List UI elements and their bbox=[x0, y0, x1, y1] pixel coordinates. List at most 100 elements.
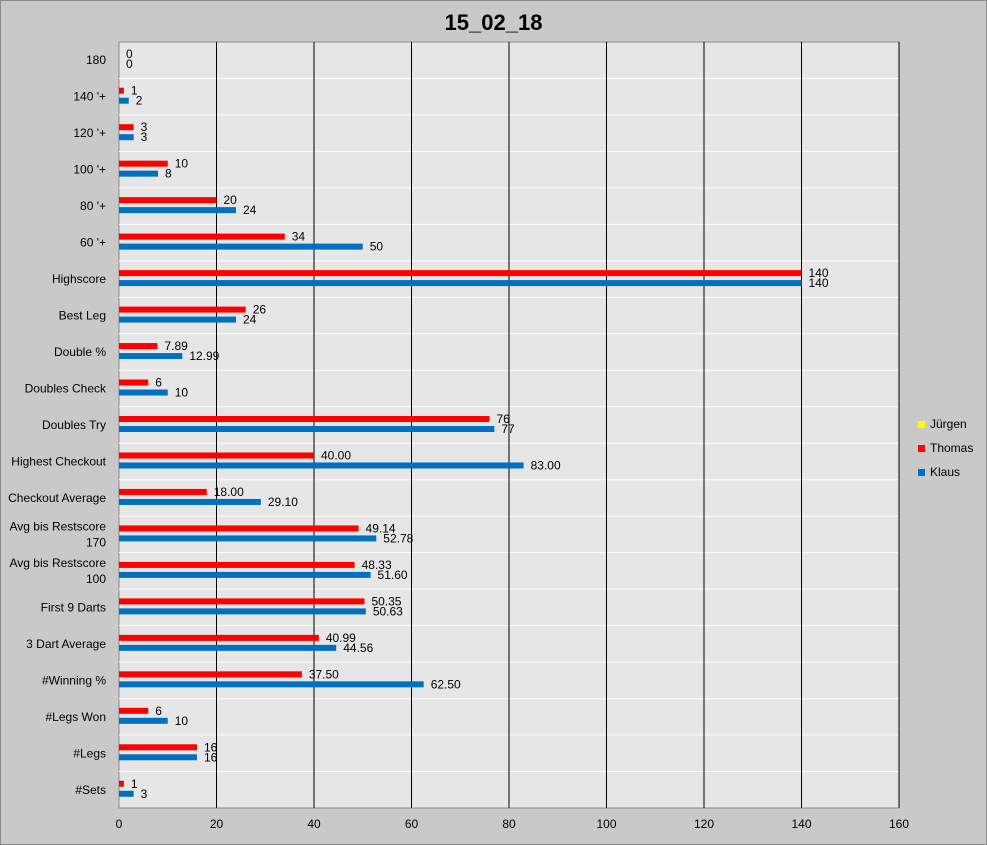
x-tick-label: 20 bbox=[210, 817, 224, 831]
data-label-thomas: 18.00 bbox=[214, 485, 244, 499]
data-label-klaus: 16 bbox=[204, 750, 218, 764]
bar-klaus bbox=[119, 498, 261, 505]
chart-title: 15_02_18 bbox=[444, 10, 543, 35]
category-label: Doubles Try bbox=[42, 418, 106, 432]
bar-thomas bbox=[119, 87, 124, 94]
data-label-thomas: 140 bbox=[809, 266, 829, 280]
category-label: 80 '+ bbox=[80, 199, 106, 213]
x-tick-label: 0 bbox=[116, 817, 123, 831]
category-label: 100 bbox=[86, 572, 106, 586]
bar-thomas bbox=[119, 598, 365, 605]
data-label-thomas: 7.89 bbox=[164, 339, 188, 353]
bar-klaus bbox=[119, 134, 134, 141]
data-label-klaus: 10 bbox=[175, 386, 189, 400]
legend-label-klaus: Klaus bbox=[930, 465, 961, 479]
data-label-klaus: 12.99 bbox=[189, 349, 219, 363]
data-label-klaus: 77 bbox=[501, 422, 515, 436]
category-label: 170 bbox=[86, 535, 106, 549]
data-label-klaus: 50.63 bbox=[373, 604, 403, 618]
data-label-klaus: 29.10 bbox=[268, 495, 298, 509]
x-tick-label: 60 bbox=[405, 817, 419, 831]
data-label-thomas: 16 bbox=[204, 740, 218, 754]
bar-klaus bbox=[119, 717, 168, 724]
category-label: Double % bbox=[54, 345, 106, 359]
category-label: Highest Checkout bbox=[11, 454, 106, 468]
bar-thomas bbox=[119, 379, 149, 386]
bar-thomas bbox=[119, 270, 802, 277]
category-label: 100 '+ bbox=[73, 163, 106, 177]
bar-klaus bbox=[119, 389, 168, 396]
category-label: Avg bis Restscore bbox=[10, 556, 107, 570]
bar-thomas bbox=[119, 707, 149, 714]
legend-item-thomas: Thomas bbox=[918, 436, 973, 460]
bar-thomas bbox=[119, 525, 359, 532]
data-label-thomas: 76 bbox=[497, 412, 511, 426]
category-label: Highscore bbox=[52, 272, 106, 286]
data-label-thomas: 6 bbox=[155, 376, 162, 390]
category-label: Checkout Average bbox=[8, 491, 106, 505]
data-label-klaus: 3 bbox=[141, 130, 148, 144]
x-tick-label: 140 bbox=[791, 817, 811, 831]
data-label-klaus: 50 bbox=[370, 240, 384, 254]
data-label-thomas: 34 bbox=[292, 230, 306, 244]
category-label: 180 bbox=[86, 53, 106, 67]
bar-klaus bbox=[119, 316, 236, 323]
data-label-thomas: 1 bbox=[131, 84, 138, 98]
bar-klaus bbox=[119, 207, 236, 214]
data-label-thomas: 26 bbox=[253, 303, 267, 317]
category-label: #Winning % bbox=[42, 673, 106, 687]
bar-thomas bbox=[119, 233, 285, 240]
legend-item-klaus: Klaus bbox=[918, 460, 973, 484]
data-label-klaus: 44.56 bbox=[343, 641, 373, 655]
data-label-klaus: 2 bbox=[136, 94, 143, 108]
bar-thomas bbox=[119, 306, 246, 313]
bar-klaus bbox=[119, 280, 802, 287]
data-label-klaus: 140 bbox=[809, 276, 829, 290]
bar-thomas bbox=[119, 744, 197, 751]
data-label-klaus: 0 bbox=[126, 57, 133, 71]
data-label-klaus: 51.60 bbox=[378, 568, 408, 582]
data-label-thomas: 20 bbox=[224, 193, 238, 207]
bar-klaus bbox=[119, 644, 337, 651]
data-label-thomas: 50.35 bbox=[371, 594, 401, 608]
x-tick-label: 160 bbox=[889, 817, 909, 831]
legend-label-thomas: Thomas bbox=[930, 441, 974, 455]
legend-swatch-klaus bbox=[918, 468, 925, 476]
bar-klaus bbox=[119, 754, 197, 761]
bar-klaus bbox=[119, 535, 377, 542]
bar-klaus bbox=[119, 353, 183, 360]
category-label: 140 '+ bbox=[73, 90, 106, 104]
bar-thomas bbox=[119, 452, 314, 459]
bar-klaus bbox=[119, 608, 366, 615]
data-label-klaus: 8 bbox=[165, 167, 172, 181]
data-label-thomas: 0 bbox=[126, 47, 133, 61]
category-label: #Sets bbox=[75, 783, 106, 797]
data-label-thomas: 10 bbox=[175, 157, 189, 171]
legend-item-juergen: Jürgen bbox=[918, 412, 973, 436]
category-label: First 9 Darts bbox=[41, 600, 106, 614]
x-tick-label: 40 bbox=[307, 817, 321, 831]
legend-swatch-thomas bbox=[918, 444, 925, 452]
bar-thomas bbox=[119, 634, 319, 641]
data-label-thomas: 6 bbox=[155, 704, 162, 718]
data-label-thomas: 3 bbox=[141, 120, 148, 134]
bar-klaus bbox=[119, 571, 371, 578]
data-label-klaus: 83.00 bbox=[531, 458, 561, 472]
bar-klaus bbox=[119, 170, 158, 177]
category-label: 60 '+ bbox=[80, 236, 106, 250]
bar-klaus bbox=[119, 426, 495, 432]
x-tick-label: 120 bbox=[694, 817, 714, 831]
data-label-thomas: 48.33 bbox=[362, 558, 392, 572]
legend-label-juergen: Jürgen bbox=[930, 417, 967, 431]
legend-swatch-juergen bbox=[918, 420, 925, 428]
bar-thomas bbox=[119, 780, 124, 787]
bar-thomas bbox=[119, 488, 207, 495]
data-label-thomas: 1 bbox=[131, 777, 138, 791]
data-label-thomas: 37.50 bbox=[309, 667, 339, 681]
bar-klaus bbox=[119, 681, 424, 688]
x-tick-label: 80 bbox=[502, 817, 516, 831]
bar-klaus bbox=[119, 462, 524, 469]
bar-klaus bbox=[119, 790, 134, 797]
data-label-klaus: 3 bbox=[141, 787, 148, 801]
